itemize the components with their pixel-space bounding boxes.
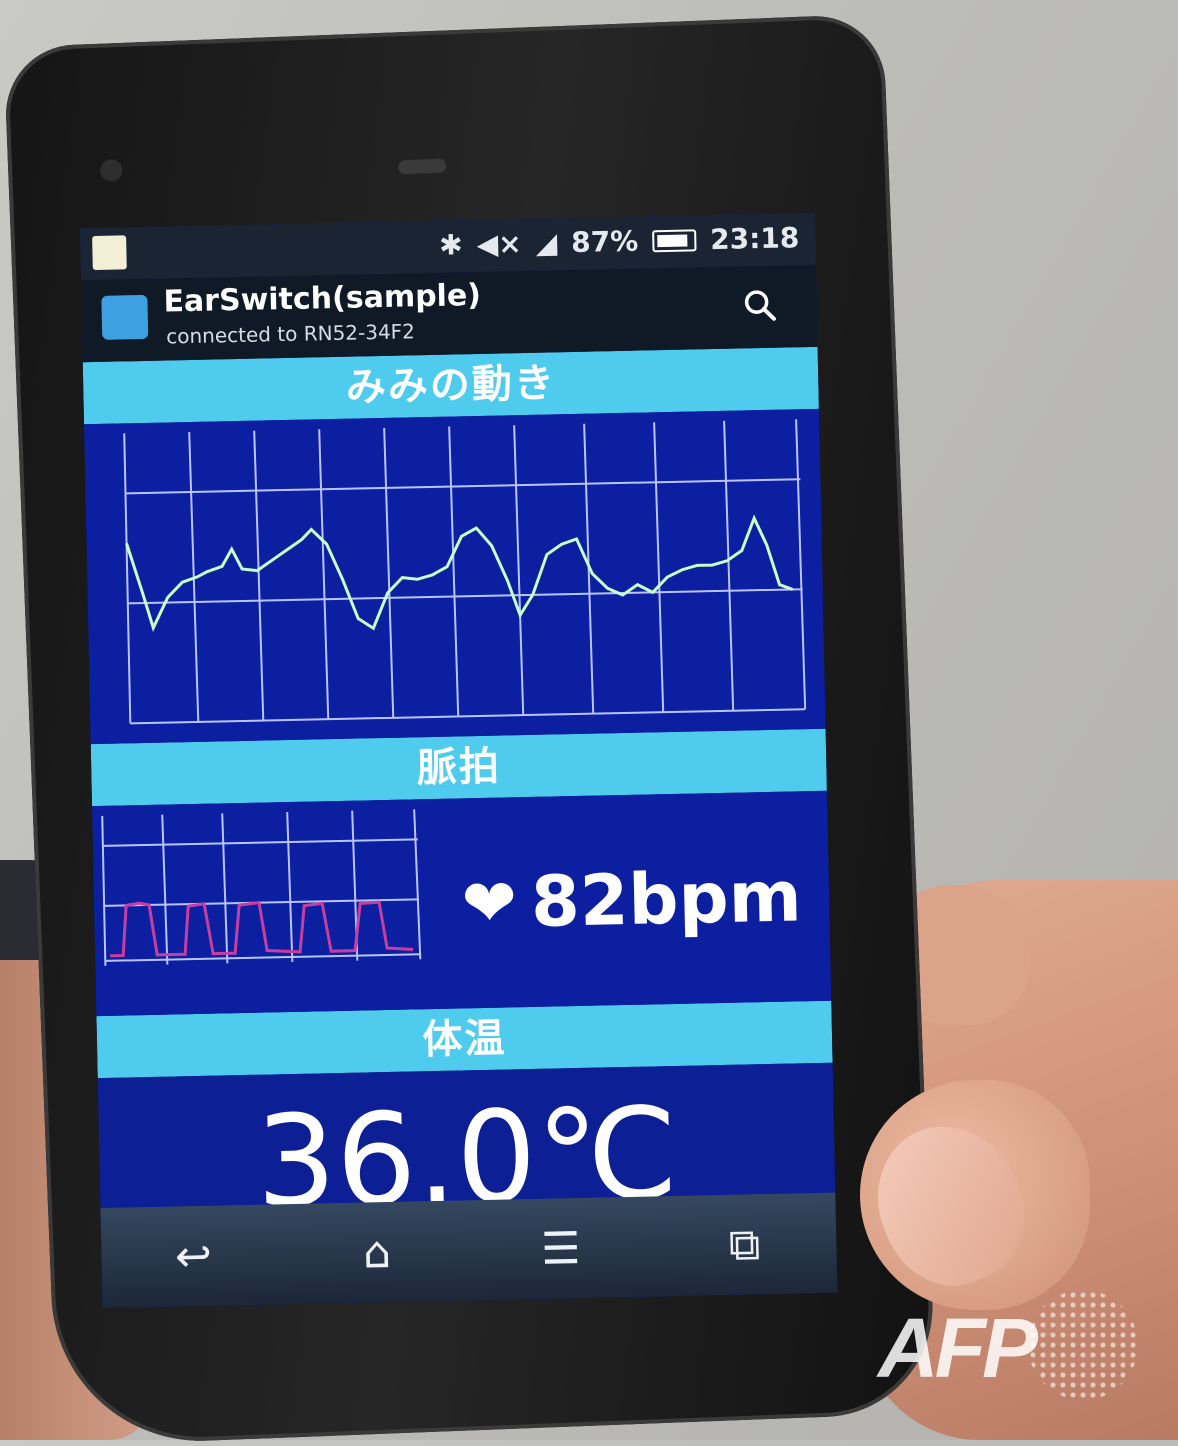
pulse-panel: ❤ 82bpm xyxy=(92,790,832,1017)
home-icon[interactable]: ⌂ xyxy=(362,1226,392,1279)
heart-icon: ❤ xyxy=(460,863,518,942)
status-icons: ✱ ◀× ◢ 87% 23:18 xyxy=(439,221,800,262)
front-camera xyxy=(99,158,123,182)
afp-watermark: AFP xyxy=(878,1290,1138,1400)
heart-rate-display: ❤ 82bpm xyxy=(432,791,831,1009)
bluetooth-icon: ✱ xyxy=(438,228,463,262)
ear-movement-series xyxy=(125,514,794,632)
app-icon[interactable] xyxy=(101,294,149,340)
mute-icon: ◀× xyxy=(476,227,522,261)
earpiece-speaker xyxy=(398,158,447,175)
connection-status: connected to RN52-34F2 xyxy=(165,319,416,349)
navigation-bar: ↩ ⌂ ☰ ⧉ xyxy=(100,1192,838,1309)
pulse-series xyxy=(110,900,414,958)
afp-globe-logo xyxy=(1028,1290,1138,1400)
phone-screen: ✱ ◀× ◢ 87% 23:18 EarSwitch(sample) conne… xyxy=(79,212,838,1309)
battery-icon xyxy=(651,228,697,252)
back-icon[interactable]: ↩ xyxy=(174,1230,213,1283)
pulse-chart xyxy=(92,799,437,1017)
recent-apps-icon[interactable]: ⧉ xyxy=(728,1218,761,1271)
action-bar: EarSwitch(sample) connected to RN52-34F2 xyxy=(81,264,818,363)
pulse-plot xyxy=(92,799,437,1017)
signal-icon: ◢ xyxy=(535,226,558,260)
ear-movement-plot xyxy=(123,419,807,725)
afp-watermark-text: AFP xyxy=(878,1301,1038,1395)
menu-icon[interactable]: ☰ xyxy=(540,1222,582,1275)
battery-percent: 87% xyxy=(570,224,639,259)
smartphone: ✱ ◀× ◢ 87% 23:18 EarSwitch(sample) conne… xyxy=(3,13,937,1446)
heart-rate-value: 82bpm xyxy=(530,855,803,943)
ear-movement-chart xyxy=(84,408,826,745)
notification-icon xyxy=(92,235,127,271)
app-title: EarSwitch(sample) xyxy=(163,277,482,320)
clock: 23:18 xyxy=(709,221,800,257)
search-icon[interactable] xyxy=(742,288,777,323)
ear-chart-grid xyxy=(123,419,807,725)
